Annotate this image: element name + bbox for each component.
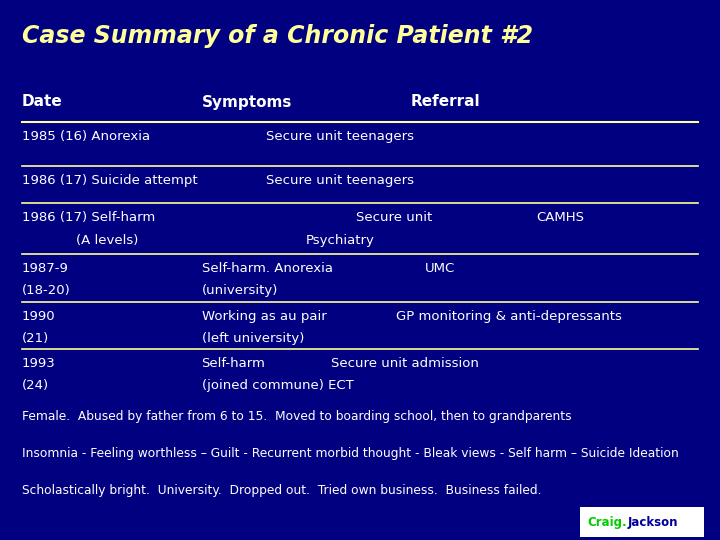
Text: (university): (university)	[202, 284, 278, 297]
Text: Female.  Abused by father from 6 to 15.  Moved to boarding school, then to grand: Female. Abused by father from 6 to 15. M…	[22, 410, 571, 423]
Text: 1993: 1993	[22, 357, 55, 370]
Text: (18-20): (18-20)	[22, 284, 71, 297]
Text: Referral: Referral	[410, 94, 480, 110]
Text: 1986 (17) Suicide attempt: 1986 (17) Suicide attempt	[22, 174, 197, 187]
Text: (A levels): (A levels)	[76, 234, 138, 247]
Text: Case Summary of a Chronic Patient #2: Case Summary of a Chronic Patient #2	[22, 24, 533, 48]
Text: Secure unit admission: Secure unit admission	[331, 357, 479, 370]
Text: (24): (24)	[22, 379, 49, 392]
Text: 1986 (17) Self-harm: 1986 (17) Self-harm	[22, 211, 155, 224]
Text: CAMHS: CAMHS	[536, 211, 585, 224]
Text: Symptoms: Symptoms	[202, 94, 292, 110]
Text: (left university): (left university)	[202, 332, 304, 345]
Text: Working as au pair: Working as au pair	[202, 310, 326, 323]
Text: 1987-9: 1987-9	[22, 262, 68, 275]
Text: Secure unit: Secure unit	[356, 211, 433, 224]
Text: Date: Date	[22, 94, 63, 110]
Text: Secure unit teenagers: Secure unit teenagers	[266, 130, 415, 143]
Text: 1990: 1990	[22, 310, 55, 323]
Text: Self-harm: Self-harm	[202, 357, 266, 370]
Text: Scholastically bright.  University.  Dropped out.  Tried own business.  Business: Scholastically bright. University. Dropp…	[22, 484, 541, 497]
Text: 1985 (16) Anorexia: 1985 (16) Anorexia	[22, 130, 150, 143]
Text: UMC: UMC	[425, 262, 455, 275]
FancyBboxPatch shape	[580, 507, 704, 537]
Text: (21): (21)	[22, 332, 49, 345]
Text: GP monitoring & anti-depressants: GP monitoring & anti-depressants	[396, 310, 622, 323]
Text: Craig.: Craig.	[588, 516, 627, 529]
Text: Secure unit teenagers: Secure unit teenagers	[266, 174, 415, 187]
Text: Self-harm. Anorexia: Self-harm. Anorexia	[202, 262, 333, 275]
Text: Psychiatry: Psychiatry	[306, 234, 375, 247]
Text: (joined commune) ECT: (joined commune) ECT	[202, 379, 354, 392]
Text: Jackson: Jackson	[628, 516, 678, 529]
Text: Insomnia - Feeling worthless – Guilt - Recurrent morbid thought - Bleak views - : Insomnia - Feeling worthless – Guilt - R…	[22, 447, 678, 460]
